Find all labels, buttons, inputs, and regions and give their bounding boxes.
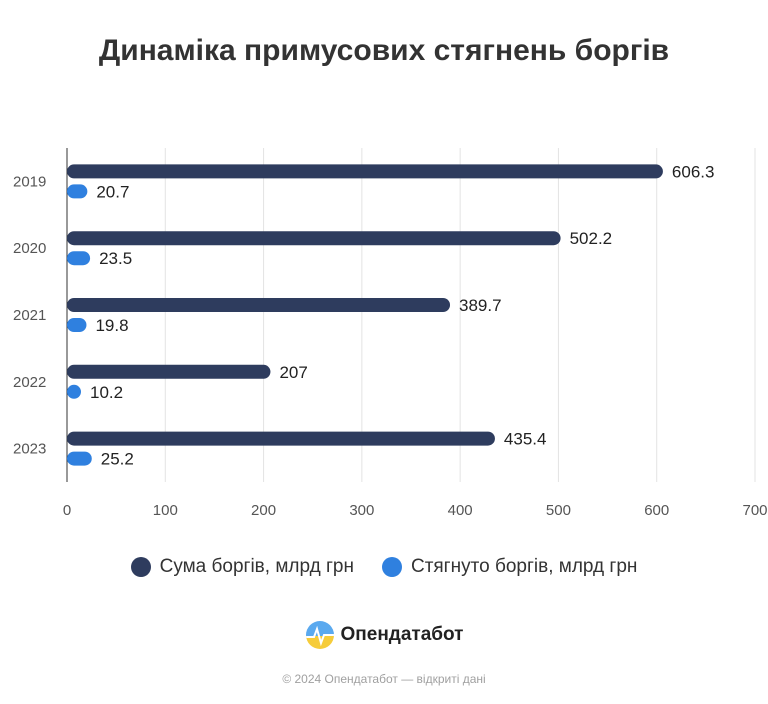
bar-debt-sum — [67, 298, 451, 312]
x-tick-label: 100 — [153, 502, 178, 519]
x-tick-label: 500 — [546, 502, 571, 519]
y-category-label: 2023 — [13, 441, 46, 458]
bar-chart: 0 100 200 300 400 500 600 700 2019 606.3 20.7 2020 5… — [13, 148, 768, 519]
legend-label-debt-sum: Сума боргів, млрд грн — [159, 556, 354, 577]
data-label: 23.5 — [99, 249, 132, 268]
data-label: 20.7 — [96, 182, 129, 201]
y-category-label: 2020 — [13, 240, 46, 257]
x-tick-label: 0 — [63, 502, 71, 519]
data-label: 435.4 — [504, 430, 547, 449]
bar-debt-sum — [67, 164, 663, 179]
legend-label-collected: Стягнуто боргів, млрд грн — [410, 556, 638, 577]
data-label: 19.8 — [95, 316, 128, 335]
data-label: 606.3 — [672, 162, 715, 181]
opendatabot-logo-icon — [305, 621, 334, 649]
bar-debt-sum — [67, 364, 271, 379]
bar-collected — [67, 184, 88, 199]
chart-title: Динаміка примусових стягнень боргів — [98, 34, 670, 67]
legend-marker-collected — [381, 557, 402, 577]
bar-debt-sum — [67, 231, 561, 246]
y-category-label: 2021 — [13, 307, 46, 324]
y-category-label: 2019 — [13, 173, 46, 190]
brand-logo: Опендатабот — [0, 620, 768, 650]
data-label: 207 — [279, 363, 307, 382]
x-tick-label: 200 — [251, 502, 276, 519]
footer-copyright: © 2024 Опендатабот — відкриті дані — [282, 672, 486, 686]
data-label: 10.2 — [90, 383, 123, 402]
bar-collected — [67, 451, 92, 466]
x-tick-label: 700 — [742, 502, 767, 519]
x-tick-label: 300 — [349, 502, 374, 519]
legend-item-debt-sum[interactable]: Сума боргів, млрд грн — [130, 556, 354, 578]
bar-debt-sum — [67, 431, 495, 446]
bar-collected — [67, 251, 91, 266]
legend-item-collected[interactable]: Стягнуто боргів, млрд грн — [381, 556, 638, 578]
bar-collected — [67, 384, 81, 399]
data-label: 502.2 — [570, 229, 613, 248]
bar-collected — [67, 318, 87, 332]
data-label: 25.2 — [101, 450, 134, 469]
x-tick-label: 400 — [448, 502, 473, 519]
data-label: 389.7 — [459, 296, 502, 315]
brand-name: Опендатабот — [340, 624, 464, 645]
chart-legend: Сума боргів, млрд грн Стягнуто боргів, м… — [0, 556, 768, 578]
legend-marker-debt-sum — [130, 557, 151, 577]
y-category-label: 2022 — [13, 374, 46, 391]
x-tick-label: 600 — [644, 502, 669, 519]
